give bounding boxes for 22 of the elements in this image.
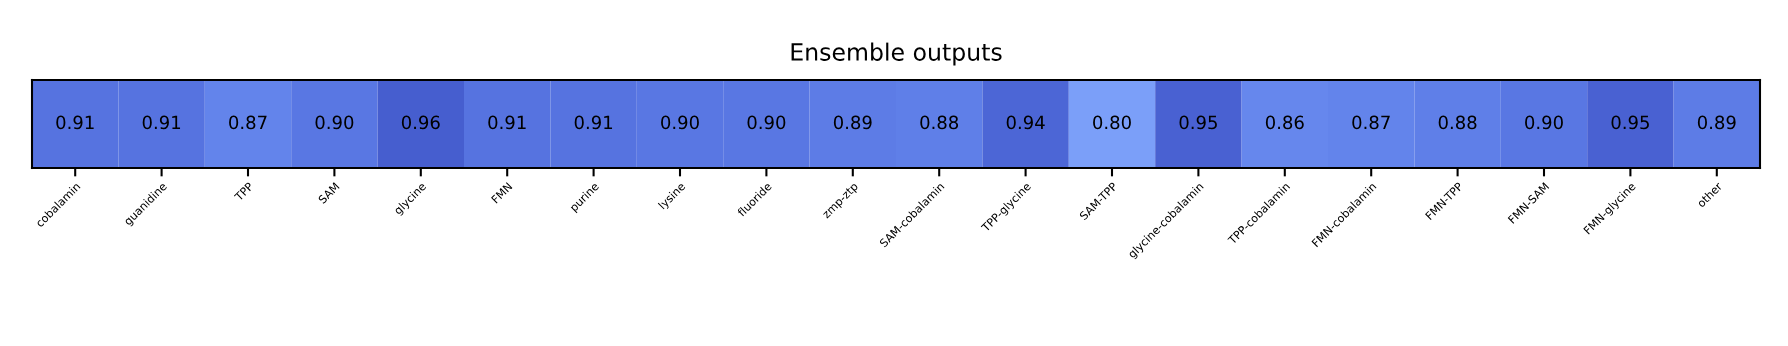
data-label: 0.90: [1525, 115, 1563, 130]
chart-title: Ensemble outputs: [791, 42, 1002, 66]
data-label: 0.80: [1093, 115, 1131, 130]
data-label: 0.90: [747, 115, 786, 130]
data-label: 0.88: [1438, 115, 1477, 130]
data-label: 0.86: [1265, 115, 1304, 130]
data-label: 0.91: [488, 115, 526, 130]
data-label: 0.87: [229, 115, 267, 130]
data-label: 0.89: [1697, 115, 1736, 130]
data-label: 0.94: [1006, 115, 1045, 130]
data-label: 0.90: [661, 115, 699, 130]
x-tick-label: TPP: [233, 181, 254, 202]
data-label: 0.95: [1179, 115, 1217, 130]
data-label: 0.91: [574, 115, 613, 130]
data-label: 0.96: [401, 115, 440, 130]
data-label: 0.91: [56, 115, 94, 130]
data-label: 0.89: [833, 115, 872, 130]
data-label: 0.88: [920, 115, 959, 130]
data-label: 0.90: [315, 115, 354, 130]
data-label: 0.95: [1611, 115, 1649, 130]
data-label: 0.87: [1352, 115, 1390, 130]
data-label: 0.91: [142, 115, 181, 130]
